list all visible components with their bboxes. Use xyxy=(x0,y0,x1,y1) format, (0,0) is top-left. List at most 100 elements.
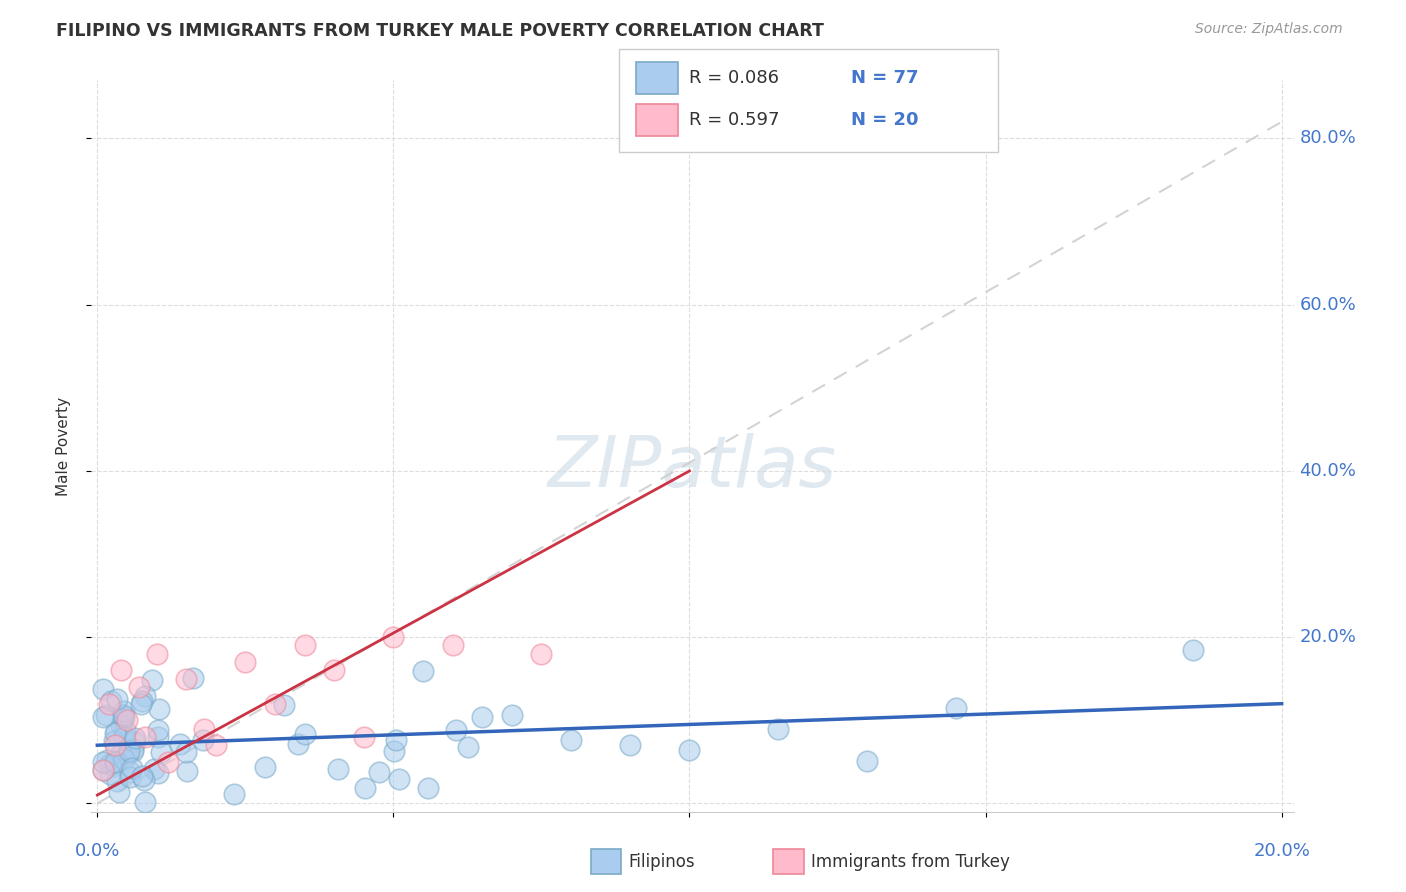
Point xyxy=(222,787,245,801)
Text: FILIPINO VS IMMIGRANTS FROM TURKEY MALE POVERTY CORRELATION CHART: FILIPINO VS IMMIGRANTS FROM TURKEY MALE … xyxy=(56,22,824,40)
Text: N = 20: N = 20 xyxy=(851,111,918,128)
Text: 0.0%: 0.0% xyxy=(75,842,120,860)
Point xyxy=(112,752,135,766)
Point xyxy=(157,755,180,769)
Point xyxy=(146,730,169,744)
Point xyxy=(112,712,135,726)
Point xyxy=(98,767,121,781)
Point xyxy=(103,734,125,748)
Point xyxy=(91,681,114,696)
Point xyxy=(112,710,135,724)
Text: Immigrants from Turkey: Immigrants from Turkey xyxy=(811,853,1010,871)
Point xyxy=(149,745,172,759)
Point xyxy=(96,753,118,767)
Point xyxy=(132,772,155,787)
Point xyxy=(93,710,115,724)
Point xyxy=(294,639,316,653)
Point xyxy=(112,730,135,744)
Point xyxy=(128,680,150,694)
Point xyxy=(367,764,389,779)
Point xyxy=(104,738,127,752)
Point xyxy=(134,730,156,744)
Point xyxy=(174,672,197,686)
Point xyxy=(120,770,142,784)
Point xyxy=(148,723,170,737)
Point xyxy=(560,732,582,747)
Point xyxy=(141,673,163,687)
Point xyxy=(107,785,129,799)
Point xyxy=(91,755,114,769)
Point xyxy=(412,664,434,678)
Point xyxy=(619,738,641,752)
Point xyxy=(122,741,145,756)
Point xyxy=(856,754,879,768)
Point xyxy=(264,697,287,711)
Point xyxy=(353,730,375,744)
Text: R = 0.086: R = 0.086 xyxy=(689,70,779,87)
Point xyxy=(142,762,165,776)
Text: 80.0%: 80.0% xyxy=(1299,129,1357,147)
Point xyxy=(253,759,276,773)
Point xyxy=(134,795,156,809)
Point xyxy=(98,697,121,711)
Text: N = 77: N = 77 xyxy=(851,70,918,87)
Text: Source: ZipAtlas.com: Source: ZipAtlas.com xyxy=(1195,22,1343,37)
Point xyxy=(382,744,405,758)
Point xyxy=(385,733,408,747)
Point xyxy=(148,702,170,716)
Point xyxy=(287,738,309,752)
Point xyxy=(110,717,132,731)
Point xyxy=(96,707,118,722)
Point xyxy=(501,708,523,723)
Text: Filipinos: Filipinos xyxy=(628,853,695,871)
Text: 60.0%: 60.0% xyxy=(1299,296,1357,314)
Point xyxy=(441,639,464,653)
Point xyxy=(104,726,127,740)
Text: 40.0%: 40.0% xyxy=(1299,462,1357,480)
Point xyxy=(129,697,152,711)
Point xyxy=(323,664,346,678)
Point xyxy=(193,722,215,736)
Point xyxy=(204,738,226,752)
Point xyxy=(105,692,128,706)
Point xyxy=(104,725,127,739)
Point xyxy=(117,747,139,761)
Point xyxy=(124,734,146,748)
Point xyxy=(115,714,138,728)
Text: 20.0%: 20.0% xyxy=(1253,842,1310,860)
Point xyxy=(294,727,316,741)
Point xyxy=(273,698,295,712)
Point xyxy=(768,723,790,737)
Point xyxy=(353,781,375,796)
Text: ZIPatlas: ZIPatlas xyxy=(548,434,837,502)
Point xyxy=(104,755,127,769)
Point xyxy=(131,769,153,783)
Point xyxy=(235,655,257,669)
Text: 20.0%: 20.0% xyxy=(1299,628,1357,646)
Point xyxy=(471,709,494,723)
Point xyxy=(457,739,479,754)
Point xyxy=(110,664,132,678)
Point xyxy=(145,647,167,661)
Point xyxy=(111,708,134,723)
Point xyxy=(678,743,700,757)
Point xyxy=(530,647,553,661)
Point xyxy=(117,744,139,758)
Point xyxy=(169,738,191,752)
Point xyxy=(100,694,122,708)
Point xyxy=(382,630,405,644)
Point xyxy=(105,773,128,788)
Point xyxy=(112,704,135,718)
Point xyxy=(444,723,467,737)
Point xyxy=(1181,642,1204,657)
Point xyxy=(91,763,114,777)
Point xyxy=(388,772,411,786)
Point xyxy=(134,690,156,704)
Point xyxy=(326,762,349,776)
Point xyxy=(181,671,204,685)
Point xyxy=(121,761,143,775)
Point xyxy=(945,700,967,714)
Point xyxy=(174,745,197,759)
Point xyxy=(114,723,136,737)
Point xyxy=(416,780,439,795)
